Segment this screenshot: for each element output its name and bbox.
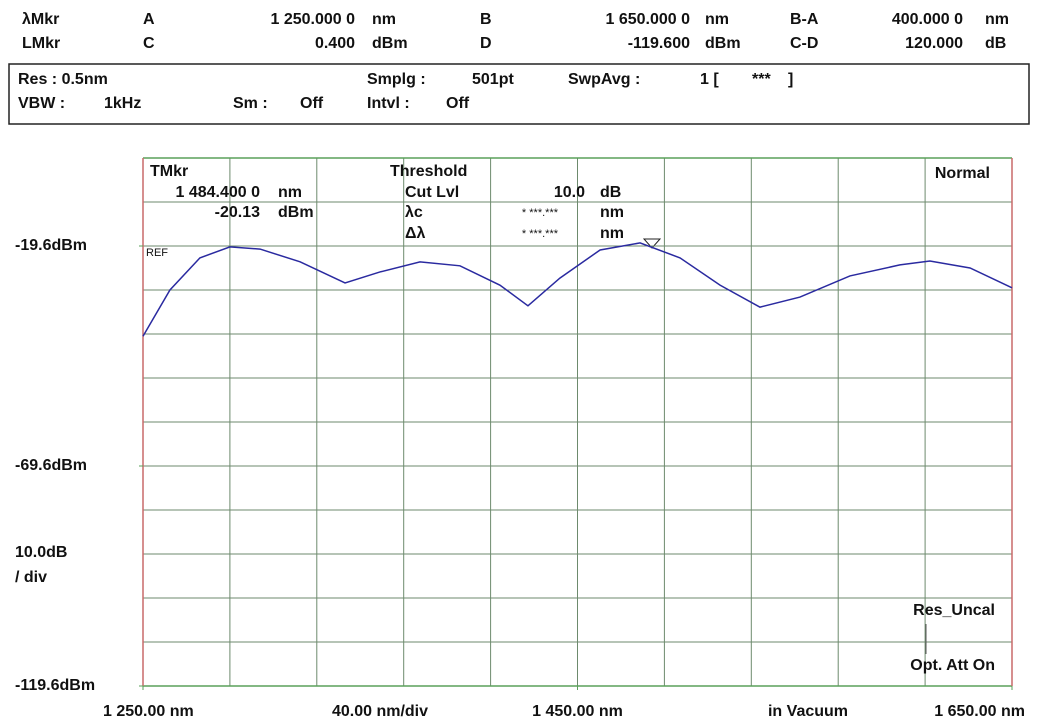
header-text: 1 250.000 0	[270, 11, 355, 28]
x-tick-label: 1 450.00 nm	[532, 703, 623, 720]
x-tick-label: 1 250.00 nm	[103, 703, 194, 720]
ref-label: REF	[146, 247, 168, 259]
header-text: nm	[372, 11, 396, 28]
y-tick-label: -119.6dBm	[15, 677, 95, 694]
settings-text: ***	[752, 71, 771, 88]
threshold-value: * ***.***	[522, 228, 559, 240]
medium-label: in Vacuum	[768, 703, 848, 720]
settings-text: Intvl :	[367, 95, 410, 112]
header-text: dBm	[705, 35, 741, 52]
settings-text: Off	[446, 95, 470, 112]
y-tick-label: -69.6dBm	[15, 457, 87, 474]
settings-text: Smplg :	[367, 71, 426, 88]
header-text: A	[143, 11, 155, 28]
threshold-label: Threshold	[390, 163, 467, 180]
header-text: B-A	[790, 11, 819, 28]
header-text: -119.600	[628, 35, 690, 52]
settings-text: 1kHz	[104, 95, 141, 112]
x-tick-label: 1 650.00 nm	[934, 703, 1025, 720]
threshold-label: Cut Lvl	[405, 184, 459, 201]
status-label: Opt. Att On	[910, 657, 995, 674]
trace-mode: Normal	[935, 165, 990, 182]
header-text: 1 650.000 0	[605, 11, 690, 28]
scale-label: 10.0dB	[15, 544, 67, 561]
header-text: λMkr	[22, 11, 59, 28]
settings-text: Off	[300, 95, 324, 112]
settings-text: ]	[788, 71, 793, 88]
settings-box	[8, 63, 1030, 125]
header-text: dBm	[372, 35, 408, 52]
scale-label: / div	[15, 569, 47, 586]
trace	[142, 242, 1013, 337]
tmkr-unit: nm	[278, 184, 302, 201]
threshold-unit: nm	[600, 225, 624, 242]
status-label: Res_Uncal	[913, 602, 995, 619]
header-text: nm	[705, 11, 729, 28]
header-text: 400.000 0	[892, 11, 963, 28]
settings-text: Res : 0.5nm	[18, 71, 108, 88]
threshold-label: Δλ	[405, 225, 426, 242]
settings-text: 1 [	[700, 71, 719, 88]
header-text: B	[480, 11, 492, 28]
header-text: D	[480, 35, 492, 52]
header-text: 0.400	[315, 35, 355, 52]
tmkr-level: -20.13	[215, 204, 260, 221]
tmkr-unit: dBm	[278, 204, 314, 221]
settings-text: SwpAvg :	[568, 71, 640, 88]
threshold-unit: nm	[600, 204, 624, 221]
header-text: C-D	[790, 35, 818, 52]
header-text: nm	[985, 11, 1009, 28]
span-label: 40.00 nm/div	[332, 703, 428, 720]
threshold-unit: dB	[600, 184, 621, 201]
tmkr-wavelength: 1 484.400 0	[175, 184, 260, 201]
settings-text: 501pt	[472, 71, 514, 88]
tmkr-marker	[642, 238, 662, 249]
header-text: LMkr	[22, 35, 60, 52]
y-tick-label: -19.6dBm	[15, 237, 87, 254]
header-text: 120.000	[905, 35, 963, 52]
settings-text: Sm :	[233, 95, 268, 112]
settings-text: VBW :	[18, 95, 65, 112]
threshold-value: * ***.***	[522, 207, 559, 219]
threshold-value: 10.0	[554, 184, 585, 201]
tmkr-label: TMkr	[150, 163, 188, 180]
header-text: dB	[985, 35, 1006, 52]
header-text: C	[143, 35, 155, 52]
threshold-label: λc	[405, 204, 423, 221]
